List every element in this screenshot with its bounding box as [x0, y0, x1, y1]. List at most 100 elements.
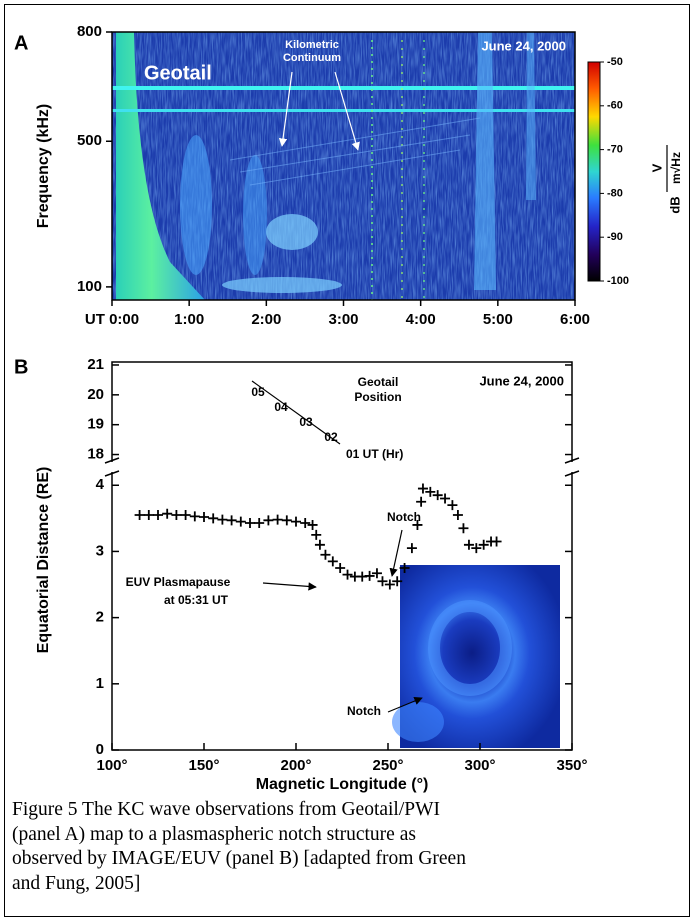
- data-point: [235, 516, 246, 527]
- caption-line: and Fung, 2005]: [12, 872, 141, 894]
- annotation: 03: [299, 415, 313, 429]
- y-tick-label: 19: [87, 416, 104, 433]
- axis-break: [564, 457, 580, 477]
- panel-label: B: [14, 356, 28, 378]
- data-point: [153, 510, 163, 521]
- data-point: [399, 562, 410, 573]
- caption-line: observed by IMAGE/EUV (panel B) [adapted…: [12, 848, 466, 869]
- annotation: at 05:31 UT: [164, 593, 229, 607]
- annotation-arrows-a: [278, 71, 360, 151]
- annotation: Kilometric: [285, 39, 339, 51]
- annotation: Notch: [387, 510, 421, 524]
- y-tick-label: 800: [77, 23, 102, 40]
- annotation: EUV Plasmapause: [126, 575, 231, 589]
- colorbar-tick-label: -60: [607, 100, 623, 112]
- chart-title: Geotail: [144, 62, 212, 84]
- data-point: [327, 556, 338, 567]
- x-tick-label: 250°: [372, 757, 403, 774]
- data-point: [377, 576, 388, 587]
- data-point: [417, 483, 428, 494]
- y-tick-label: 4: [96, 476, 105, 493]
- y-tick-label: 3: [96, 542, 104, 559]
- colorbar-unit: dB: [667, 196, 682, 213]
- data-point: [320, 549, 331, 560]
- caption-line: Figure 5 The KC wave observations from G…: [12, 799, 441, 820]
- data-point: [189, 511, 200, 522]
- data-point: [143, 510, 154, 521]
- caption: Figure 5 The KC wave observations from G…: [12, 798, 682, 896]
- axis-break: [104, 457, 120, 477]
- y-axis-label: Equatorial Distance (RE): [35, 467, 52, 654]
- annotation: 02: [324, 430, 338, 444]
- data-point: [314, 539, 325, 550]
- data-point: [452, 510, 463, 521]
- data-point: [199, 512, 209, 523]
- data-point: [335, 562, 346, 573]
- euv-image: [392, 565, 560, 748]
- y-tick-label: 0: [96, 741, 104, 758]
- data-point: [307, 519, 318, 530]
- data-point: [162, 508, 173, 519]
- data-point: [463, 539, 474, 550]
- figure-border: [4, 4, 690, 917]
- y-tick-label: 2: [96, 609, 104, 626]
- data-point: [471, 543, 482, 554]
- x-tick-label: 3:00: [328, 311, 358, 328]
- x-tick-label: 300°: [464, 757, 495, 774]
- annotation: 05: [251, 385, 265, 399]
- data-point: [491, 536, 502, 547]
- colorbar-tick-label: -90: [607, 231, 623, 243]
- data-point: [311, 529, 322, 540]
- data-point: [364, 570, 375, 581]
- annotation-arrows-b: [251, 380, 423, 713]
- data-point: [171, 510, 182, 521]
- data-point: [416, 496, 427, 507]
- spectrogram-image: [112, 32, 575, 300]
- annotation: Notch: [347, 704, 381, 718]
- caption-line: (panel A) map to a plasmaspheric notch s…: [12, 823, 416, 845]
- data-point: [406, 543, 417, 554]
- data-point: [392, 576, 403, 587]
- data-point: [447, 500, 458, 511]
- date-label: June 24, 2000: [479, 373, 564, 388]
- x-tick-label: 100°: [96, 757, 127, 774]
- x-tick-label: 150°: [188, 757, 219, 774]
- data-point: [291, 516, 301, 527]
- annotation: 04: [274, 400, 288, 414]
- data-point: [371, 568, 382, 579]
- plot-frame: [111, 361, 573, 751]
- data-point: [412, 519, 423, 530]
- figure: UT 0:00 1:00 2:00 3:00 4:00 5:00 6:00 100 500 800…: [14, 23, 683, 793]
- x-tick-label: 5:00: [483, 311, 513, 328]
- y-tick-label: 1: [96, 675, 104, 692]
- data-point: [272, 514, 283, 525]
- panel-label: A: [14, 32, 28, 54]
- x-tick-label: 4:00: [406, 311, 436, 328]
- data-point: [440, 493, 451, 504]
- colorbar-tick-label: -70: [607, 144, 623, 156]
- data-point: [180, 510, 191, 521]
- colorbar-tick-label: -50: [607, 56, 623, 68]
- x-axis-label: Magnetic Longitude (°): [256, 776, 429, 793]
- data-point: [425, 486, 436, 497]
- x-tick-label: 350°: [556, 757, 587, 774]
- data-point: [478, 539, 489, 550]
- data-point: [245, 517, 255, 528]
- annotation: 01 UT (Hr): [346, 447, 403, 461]
- x-tick-label: 200°: [280, 757, 311, 774]
- data-point: [342, 569, 353, 580]
- date-label: June 24, 2000: [481, 38, 566, 53]
- data-point: [208, 513, 219, 524]
- y-tick-label: 18: [87, 446, 104, 463]
- data-point: [263, 515, 274, 526]
- x-tick-label: 2:00: [251, 311, 281, 328]
- data-point: [226, 515, 237, 526]
- data-point: [458, 523, 469, 534]
- x-tick-label: UT 0:00: [85, 311, 139, 328]
- y-tick-label: 20: [87, 386, 104, 403]
- data-point: [134, 510, 145, 521]
- y-tick-label: 100: [77, 278, 102, 295]
- colorbar-tick-label: -80: [607, 187, 623, 199]
- x-tick-label: 1:00: [174, 311, 204, 328]
- colorbar: [587, 61, 601, 282]
